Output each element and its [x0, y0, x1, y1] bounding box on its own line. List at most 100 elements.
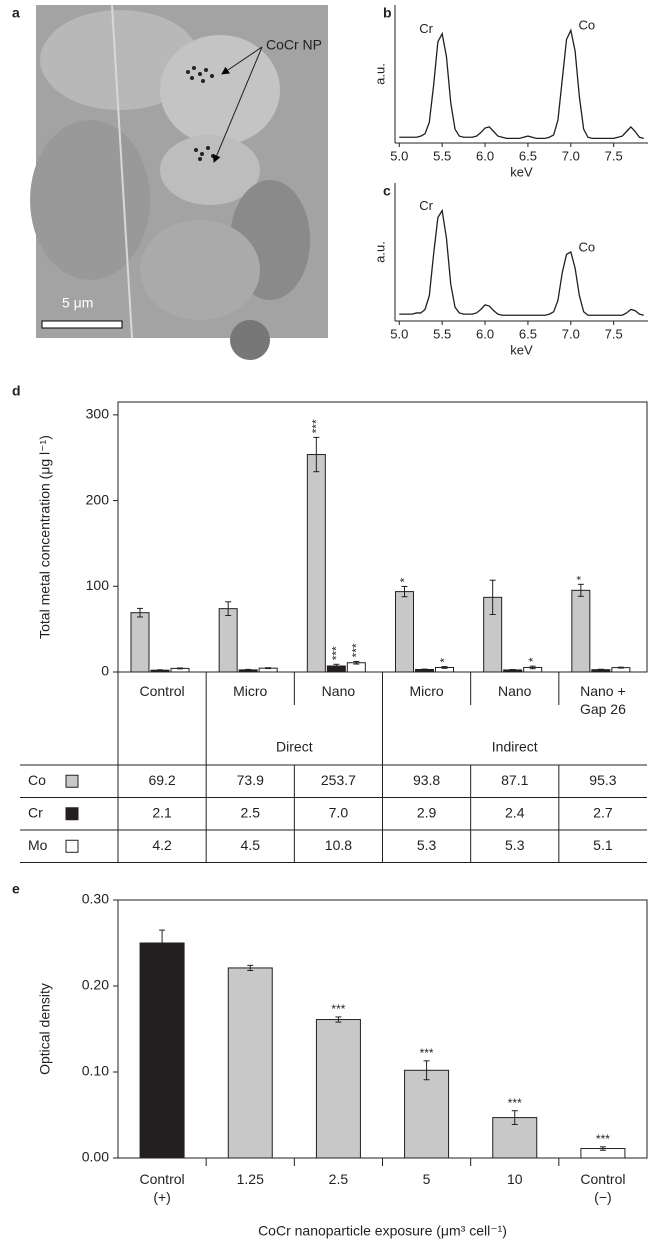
y-axis-title: Optical density: [37, 983, 53, 1075]
legend-swatch: [66, 840, 78, 852]
legend-label: Mo: [28, 837, 48, 853]
table-value: 2.4: [505, 804, 525, 820]
significance: ***: [310, 419, 324, 433]
x-tick-label: 5: [383, 1170, 471, 1188]
y-tick-label: 0.00: [82, 1149, 109, 1165]
panel-label: b: [383, 5, 392, 21]
spectrum-line: [399, 30, 643, 138]
x-tick-label: Nano: [294, 682, 382, 700]
significance: *: [574, 575, 588, 580]
significance: *: [526, 657, 540, 662]
x-tick-label: Nano: [471, 682, 559, 700]
y-axis-title: a.u.: [372, 63, 387, 85]
x-axis-title: CoCr nanoparticle exposure (μm³ cell⁻¹): [258, 1223, 507, 1239]
x-tick-label: 6.0: [476, 326, 494, 341]
x-axis-title: keV: [510, 342, 533, 357]
x-tick-label: Control (−): [559, 1170, 647, 1206]
x-tick-label: 2.5: [294, 1170, 382, 1188]
legend-swatch: [66, 808, 78, 820]
panel-label: c: [383, 183, 391, 199]
x-tick-label: 6.5: [519, 326, 537, 341]
x-tick-label: 10: [471, 1170, 559, 1188]
bar: [396, 592, 414, 672]
table-value: 2.7: [593, 804, 613, 820]
bar: [316, 1020, 360, 1158]
panel-label: e: [12, 881, 20, 897]
x-tick-label: 5.0: [390, 148, 408, 163]
x-axis-title: keV: [510, 164, 533, 179]
y-tick-label: 200: [86, 491, 110, 507]
table-value: 5.3: [505, 837, 525, 853]
x-tick-label: Micro: [206, 682, 294, 700]
x-tick-label: 6.0: [476, 148, 494, 163]
table-value: 95.3: [589, 772, 616, 788]
bar: [405, 1070, 449, 1158]
panel-label: d: [12, 383, 21, 399]
table-value: 5.3: [417, 837, 437, 853]
y-axis-title: a.u.: [372, 241, 387, 263]
peak-label: Cr: [419, 198, 433, 213]
significance: *: [438, 658, 452, 663]
table-value: 69.2: [148, 772, 175, 788]
x-tick-label: Micro: [383, 682, 471, 700]
y-tick-label: 0.10: [82, 1063, 109, 1079]
bar: [307, 455, 325, 672]
y-tick-label: 0: [101, 663, 109, 679]
significance: ***: [420, 1046, 434, 1060]
significance: ***: [596, 1132, 610, 1146]
significance: ***: [330, 646, 344, 660]
x-tick-label: 7.5: [605, 148, 623, 163]
panel-label: a: [12, 5, 20, 21]
peak-label: Co: [579, 18, 596, 33]
micrograph: a CoCr NP 5 μm: [12, 5, 328, 360]
peak-label: Cr: [419, 21, 433, 36]
bar: [140, 943, 184, 1158]
table-value: 93.8: [413, 772, 440, 788]
table-value: 4.2: [152, 837, 172, 853]
table-value: 2.5: [241, 804, 261, 820]
plot-frame: [118, 402, 647, 672]
significance: ***: [350, 643, 364, 657]
peak-label: Co: [579, 239, 596, 254]
group-label: Direct: [276, 739, 313, 755]
legend-swatch: [66, 775, 78, 787]
table-value: 73.9: [237, 772, 264, 788]
y-tick-label: 100: [86, 577, 110, 593]
figure-canvas: a CoCr NP 5 μm 5.0 5.5 6.0 6.5 7.0 7.5 keV a.u.…: [0, 0, 651, 1245]
x-tick-label: 1.25: [206, 1170, 294, 1188]
plot-frame: [118, 900, 647, 1158]
bar: [572, 590, 590, 672]
significance: ***: [508, 1096, 522, 1110]
table-value: 87.1: [501, 772, 528, 788]
x-tick-label: 5.5: [433, 326, 451, 341]
significance: ***: [331, 1002, 345, 1016]
bar: [131, 613, 149, 672]
x-tick-label: 6.5: [519, 148, 537, 163]
x-tick-label: 7.0: [562, 326, 580, 341]
y-tick-label: 0.20: [82, 977, 109, 993]
y-axis-title: Total metal concentration (μg l⁻¹): [37, 435, 53, 639]
bar: [219, 609, 237, 672]
bar: [228, 968, 272, 1158]
legend-label: Co: [28, 772, 46, 788]
legend-label: Cr: [28, 804, 43, 820]
annotation: CoCr NP: [266, 37, 322, 53]
group-label: Indirect: [492, 739, 538, 755]
table-value: 10.8: [325, 837, 352, 853]
y-tick-label: 300: [86, 406, 110, 422]
table-value: 2.9: [417, 804, 437, 820]
table-value: 2.1: [152, 804, 172, 820]
x-tick-label: 5.5: [433, 148, 451, 163]
significance: *: [398, 577, 412, 582]
x-tick-label: 7.0: [562, 148, 580, 163]
x-tick-label: Control (+): [118, 1170, 206, 1206]
x-tick-label: Nano + Gap 26: [559, 682, 647, 718]
figure: a CoCr NP 5 μm 5.0 5.5 6.0 6.5 7.0 7.5 keV a.u.…: [0, 0, 651, 1245]
x-tick-label: 7.5: [605, 326, 623, 341]
table-value: 4.5: [241, 837, 261, 853]
table-value: 5.1: [593, 837, 613, 853]
x-tick-label: 5.0: [390, 326, 408, 341]
table-value: 7.0: [329, 804, 349, 820]
x-tick-label: Control: [118, 682, 206, 700]
spectrum-line: [399, 211, 643, 316]
